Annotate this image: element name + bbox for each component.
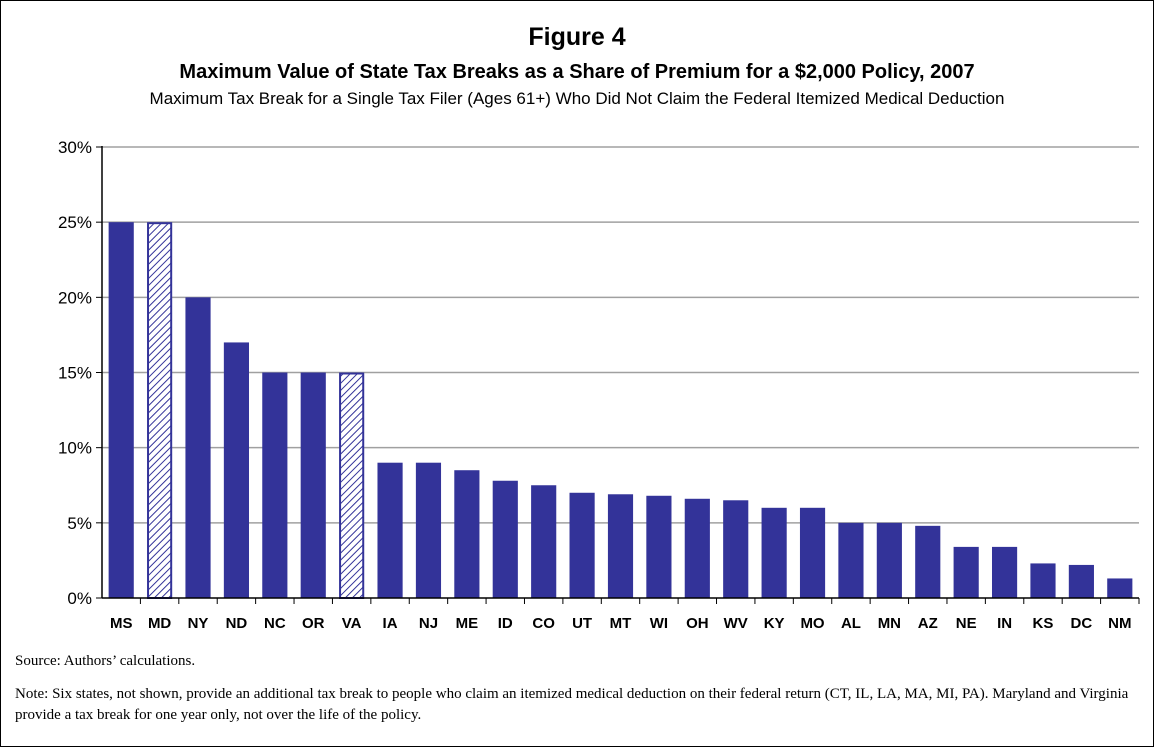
axes [101,146,1139,599]
x-tick-label: MN [878,615,901,632]
x-tick-label: MD [148,615,171,632]
bar-ut [569,492,595,598]
x-tick-label: ND [226,615,248,632]
bar-mn [876,522,902,598]
x-tick-label: ID [498,615,513,632]
x-tick-label: NY [188,615,209,632]
x-tick-label: MS [110,615,133,632]
x-tick-label: NC [264,615,286,632]
bar-ia [377,462,403,598]
x-tick-label: MO [800,615,824,632]
x-tick-label: NE [956,615,977,632]
bar-ky [761,507,787,598]
bars [108,222,1133,600]
bar-mo [799,507,826,598]
x-tick-label: AL [841,615,861,632]
x-tick-label: OR [302,615,325,632]
bar-oh [684,498,710,598]
x-tick-label: UT [572,615,592,632]
chart-title: Maximum Value of State Tax Breaks as a S… [179,61,975,83]
x-axis-labels: MS MD NY ND NC OR VA IA NJ ME ID CO UT MT WI OH WV KY MO AL… [110,598,1140,632]
x-tick-label: CO [532,615,555,632]
bar-va [339,372,365,599]
y-tick-label: 20% [58,288,92,307]
bar-in [991,546,1018,598]
bar-ms [108,222,134,598]
source-note: Source: Authors’ calculations. [15,653,196,669]
bar-nj [415,462,442,598]
x-tick-label: NJ [419,615,438,632]
bar-nc [262,372,288,598]
bar-al [838,522,864,598]
bar-ny [185,297,211,598]
y-tick-label: 25% [58,213,92,232]
bar-mt [607,494,634,598]
x-tick-label: MT [610,615,632,632]
y-tick-label: 10% [58,439,92,458]
x-tick-label: WV [724,615,748,632]
x-tick-label: WI [650,615,668,632]
bar-ks [1030,563,1056,598]
x-tick-label: VA [342,615,362,632]
bar-me [454,470,480,598]
bar-ne [953,546,979,598]
bar-wi [646,495,672,598]
x-tick-label: DC [1071,615,1093,632]
x-tick-label: OH [686,615,709,632]
x-tick-label: NM [1108,615,1131,632]
bar-wv [723,500,749,598]
bar-co [531,485,557,598]
bar-nd [223,342,250,598]
x-tick-label: IN [997,615,1012,632]
bar-id [492,480,518,598]
y-tick-label: 30% [58,138,92,157]
y-tick-label: 0% [67,589,92,608]
x-tick-label: IA [383,615,398,632]
y-tick-label: 5% [67,514,92,533]
bar-dc [1068,564,1094,598]
bar-az [915,525,941,598]
x-tick-label: KY [764,615,785,632]
bar-nm [1107,578,1133,598]
x-tick-label: KS [1033,615,1054,632]
bar-md [147,222,173,600]
figure-label: Figure 4 [528,23,626,51]
footnote: Note: Six states, not shown, provide an … [15,686,1129,723]
x-tick-label: ME [456,615,479,632]
y-axis-ticks: 0% 5% 10% 15% 20% 25% 30% [58,138,102,608]
x-tick-label: AZ [918,615,938,632]
bar-or [300,372,326,598]
y-tick-label: 15% [58,364,92,383]
chart-subtitle: Maximum Tax Break for a Single Tax Filer… [149,89,1005,108]
gridlines [102,146,1139,524]
